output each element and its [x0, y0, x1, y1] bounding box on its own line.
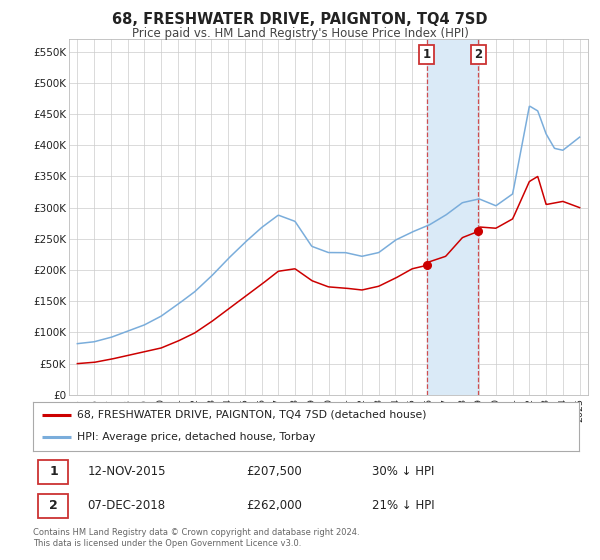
Text: £207,500: £207,500	[246, 465, 302, 478]
Bar	[427, 39, 478, 395]
Text: 07-DEC-2018: 07-DEC-2018	[88, 500, 166, 512]
Text: 68, FRESHWATER DRIVE, PAIGNTON, TQ4 7SD (detached house): 68, FRESHWATER DRIVE, PAIGNTON, TQ4 7SD …	[77, 410, 426, 420]
Text: 1: 1	[49, 465, 58, 478]
Bar	[38, 494, 68, 518]
Text: 2: 2	[474, 48, 482, 61]
Text: HPI: Average price, detached house, Torbay: HPI: Average price, detached house, Torb…	[77, 432, 315, 442]
Text: 30% ↓ HPI: 30% ↓ HPI	[371, 465, 434, 478]
Text: 12-NOV-2015: 12-NOV-2015	[88, 465, 166, 478]
Text: Contains HM Land Registry data © Crown copyright and database right 2024.: Contains HM Land Registry data © Crown c…	[33, 528, 359, 536]
Bar	[38, 460, 68, 484]
Text: 2: 2	[49, 500, 58, 512]
Text: Price paid vs. HM Land Registry's House Price Index (HPI): Price paid vs. HM Land Registry's House …	[131, 27, 469, 40]
Text: 68, FRESHWATER DRIVE, PAIGNTON, TQ4 7SD: 68, FRESHWATER DRIVE, PAIGNTON, TQ4 7SD	[112, 12, 488, 27]
Text: £262,000: £262,000	[246, 500, 302, 512]
Text: 21% ↓ HPI: 21% ↓ HPI	[371, 500, 434, 512]
Text: This data is licensed under the Open Government Licence v3.0.: This data is licensed under the Open Gov…	[33, 539, 301, 548]
Text: 1: 1	[423, 48, 431, 61]
